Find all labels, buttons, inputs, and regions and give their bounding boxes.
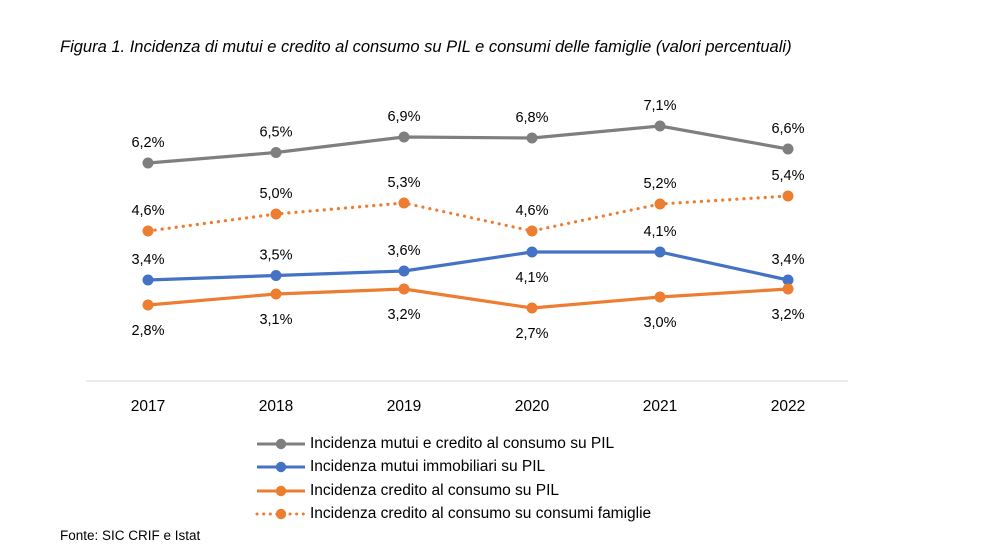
data-label-credito-consumo-consumi-2022: 5,4% bbox=[771, 168, 804, 184]
data-point-credito-consumo-pil-2019 bbox=[398, 283, 410, 295]
data-label-mutui-immobiliari-pil-2018: 3,5% bbox=[259, 248, 292, 264]
legend-marker-orange-solid bbox=[257, 485, 305, 496]
legend: Incidenza mutui e credito al consumo su … bbox=[255, 432, 651, 526]
data-label-credito-consumo-pil-2018: 3,1% bbox=[259, 312, 292, 328]
data-point-mutui-credito-pil-2019 bbox=[398, 131, 410, 143]
data-point-credito-consumo-consumi-2022 bbox=[782, 190, 794, 202]
data-label-mutui-credito-pil-2022: 6,6% bbox=[771, 121, 804, 137]
data-point-credito-consumo-consumi-2021 bbox=[654, 198, 666, 210]
data-point-mutui-credito-pil-2018 bbox=[270, 147, 282, 158]
source-note: Fonte: SIC CRIF e Istat bbox=[60, 528, 201, 543]
data-point-credito-consumo-consumi-2017 bbox=[142, 225, 154, 237]
legend-marker-blue-solid bbox=[257, 462, 305, 473]
data-label-mutui-immobiliari-pil-2017: 3,4% bbox=[131, 252, 164, 268]
data-point-mutui-immobiliari-pil-2017 bbox=[142, 274, 154, 286]
x-tick-label-2017: 2017 bbox=[131, 398, 165, 415]
figure-title: Figura 1. Incidenza di mutui e credito a… bbox=[60, 38, 792, 56]
data-point-mutui-immobiliari-pil-2021 bbox=[654, 246, 666, 258]
data-label-mutui-immobiliari-pil-2022: 3,4% bbox=[771, 252, 804, 268]
data-point-mutui-credito-pil-2021 bbox=[654, 120, 666, 132]
legend-label: Incidenza credito al consumo su PIL bbox=[310, 481, 559, 499]
data-label-mutui-credito-pil-2018: 6,5% bbox=[259, 125, 292, 141]
data-label-credito-consumo-consumi-2017: 4,6% bbox=[131, 203, 164, 219]
series-line-credito-consumo-consumi bbox=[146, 194, 790, 233]
legend-label: Incidenza credito al consumo su consumi … bbox=[310, 505, 652, 523]
legend-marker-orange-dotted bbox=[255, 509, 307, 520]
data-point-mutui-immobiliari-pil-2022 bbox=[782, 274, 794, 286]
data-point-credito-consumo-pil-2017 bbox=[142, 299, 154, 311]
data-label-credito-consumo-consumi-2019: 5,3% bbox=[387, 175, 420, 191]
data-label-mutui-immobiliari-pil-2021: 4,1% bbox=[643, 224, 676, 240]
data-label-credito-consumo-pil-2019: 3,2% bbox=[387, 307, 420, 323]
data-point-credito-consumo-pil-2021 bbox=[654, 291, 666, 303]
x-tick-label-2020: 2020 bbox=[515, 398, 550, 415]
data-point-mutui-immobiliari-pil-2018 bbox=[270, 270, 282, 281]
x-tick-label-2019: 2019 bbox=[387, 398, 421, 415]
series-line-mutui-credito-pil bbox=[146, 124, 790, 165]
data-point-credito-consumo-pil-2018 bbox=[270, 288, 282, 300]
data-label-credito-consumo-pil-2021: 3,0% bbox=[643, 315, 676, 331]
legend-label: Incidenza mutui immobiliari su PIL bbox=[310, 458, 546, 476]
data-point-mutui-immobiliari-pil-2019 bbox=[398, 265, 410, 277]
legend-item-total-pil: Incidenza mutui e credito al consumo su … bbox=[255, 432, 651, 456]
data-label-credito-consumo-consumi-2021: 5,2% bbox=[643, 176, 676, 192]
data-point-credito-consumo-pil-2020 bbox=[526, 302, 538, 314]
legend-item-mutui-pil: Incidenza mutui immobiliari su PIL bbox=[255, 456, 651, 480]
data-labels: 6,2% 6,5% 6,9% 6,8% 7,1% 6,6% 4,6% 5,0% 5,3% 4,6%… bbox=[131, 98, 804, 342]
data-point-mutui-credito-pil-2020 bbox=[526, 132, 538, 144]
legend-item-credito-pil: Incidenza credito al consumo su PIL bbox=[255, 479, 651, 503]
data-label-credito-consumo-pil-2017: 2,8% bbox=[131, 323, 164, 339]
legend-item-credito-consumi: Incidenza credito al consumo su consumi … bbox=[255, 503, 651, 527]
x-tick-label-2021: 2021 bbox=[643, 398, 677, 415]
data-point-credito-consumo-consumi-2020 bbox=[526, 225, 538, 237]
data-point-credito-consumo-pil-2022 bbox=[782, 283, 794, 295]
data-point-credito-consumo-consumi-2018 bbox=[270, 208, 282, 220]
data-point-mutui-credito-pil-2022 bbox=[782, 143, 794, 155]
x-axis-ticks: 2017 2018 2019 2020 2021 2022 bbox=[131, 398, 805, 415]
data-point-mutui-immobiliari-pil-2020 bbox=[526, 246, 538, 258]
data-label-mutui-credito-pil-2020: 6,8% bbox=[515, 110, 548, 126]
data-label-credito-consumo-consumi-2018: 5,0% bbox=[259, 186, 292, 202]
data-point-mutui-credito-pil-2017 bbox=[142, 157, 154, 169]
data-label-mutui-credito-pil-2019: 6,9% bbox=[387, 109, 420, 125]
series-layer bbox=[142, 120, 794, 314]
x-tick-label-2018: 2018 bbox=[259, 398, 293, 415]
data-label-credito-consumo-pil-2020: 2,7% bbox=[515, 326, 548, 342]
x-tick-label-2022: 2022 bbox=[771, 398, 805, 415]
legend-label: Incidenza mutui e credito al consumo su … bbox=[310, 434, 615, 452]
series-line-mutui-immobiliari-pil bbox=[146, 250, 790, 282]
series-line-credito-consumo-pil bbox=[146, 287, 790, 310]
data-label-credito-consumo-consumi-2020: 4,6% bbox=[515, 203, 548, 219]
data-label-mutui-credito-pil-2021: 7,1% bbox=[643, 98, 676, 114]
data-label-mutui-immobiliari-pil-2019: 3,6% bbox=[387, 243, 420, 259]
data-label-mutui-credito-pil-2017: 6,2% bbox=[131, 135, 164, 151]
data-point-credito-consumo-consumi-2019 bbox=[398, 197, 410, 209]
legend-marker-gray-solid bbox=[257, 438, 305, 449]
data-label-credito-consumo-pil-2022: 3,2% bbox=[771, 307, 804, 323]
data-label-mutui-immobiliari-pil-2020: 4,1% bbox=[515, 270, 548, 286]
